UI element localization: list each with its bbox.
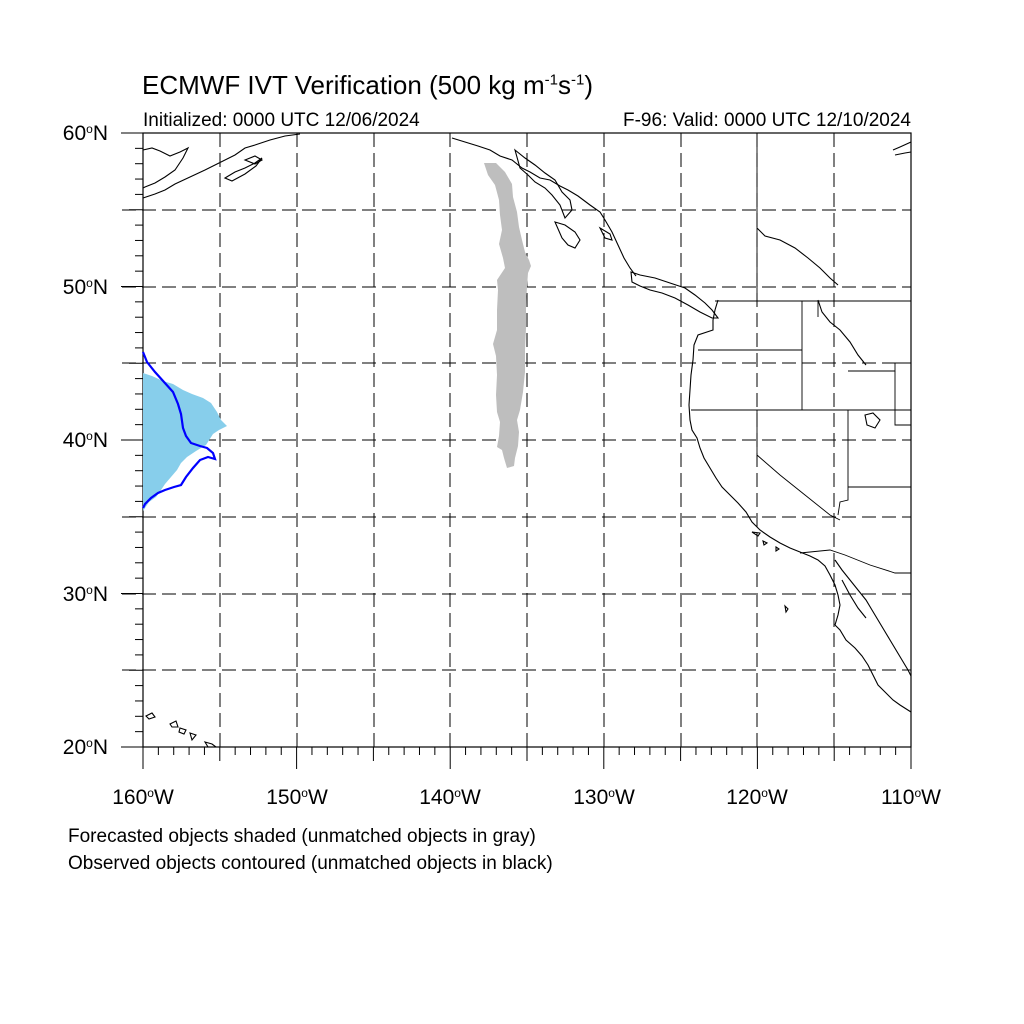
legend-note-observed: Observed objects contoured (unmatched ob… (68, 853, 553, 874)
lat-label-50: 50oN (62, 276, 108, 299)
political-borders (691, 133, 911, 574)
matched-forecast-object (143, 373, 227, 511)
coastlines (142, 133, 912, 748)
lat-label-30: 30oN (62, 583, 108, 606)
lon-label-120: 120oW (726, 786, 788, 809)
unmatched-forecast-object (484, 163, 531, 468)
lon-label-140: 140oW (419, 786, 481, 809)
valid-time: F-96: Valid: 0000 UTC 12/10/2024 (623, 110, 911, 131)
lat-label-60: 60oN (62, 122, 108, 145)
axis-ticks (121, 132, 912, 769)
initialized-time: Initialized: 0000 UTC 12/06/2024 (143, 110, 420, 131)
lat-label-20: 20oN (62, 736, 108, 759)
chart-title: ECMWF IVT Verification (500 kg m-1s-1) (142, 70, 593, 100)
observed-object-contour (141, 351, 217, 509)
lon-label-160: 160oW (112, 786, 174, 809)
lon-label-150: 150oW (266, 786, 328, 809)
lon-label-110: 110oW (881, 786, 941, 809)
lon-label-130: 130oW (573, 786, 635, 809)
lat-label-40: 40oN (62, 429, 108, 452)
legend-note-forecast: Forecasted objects shaded (unmatched obj… (68, 826, 536, 847)
